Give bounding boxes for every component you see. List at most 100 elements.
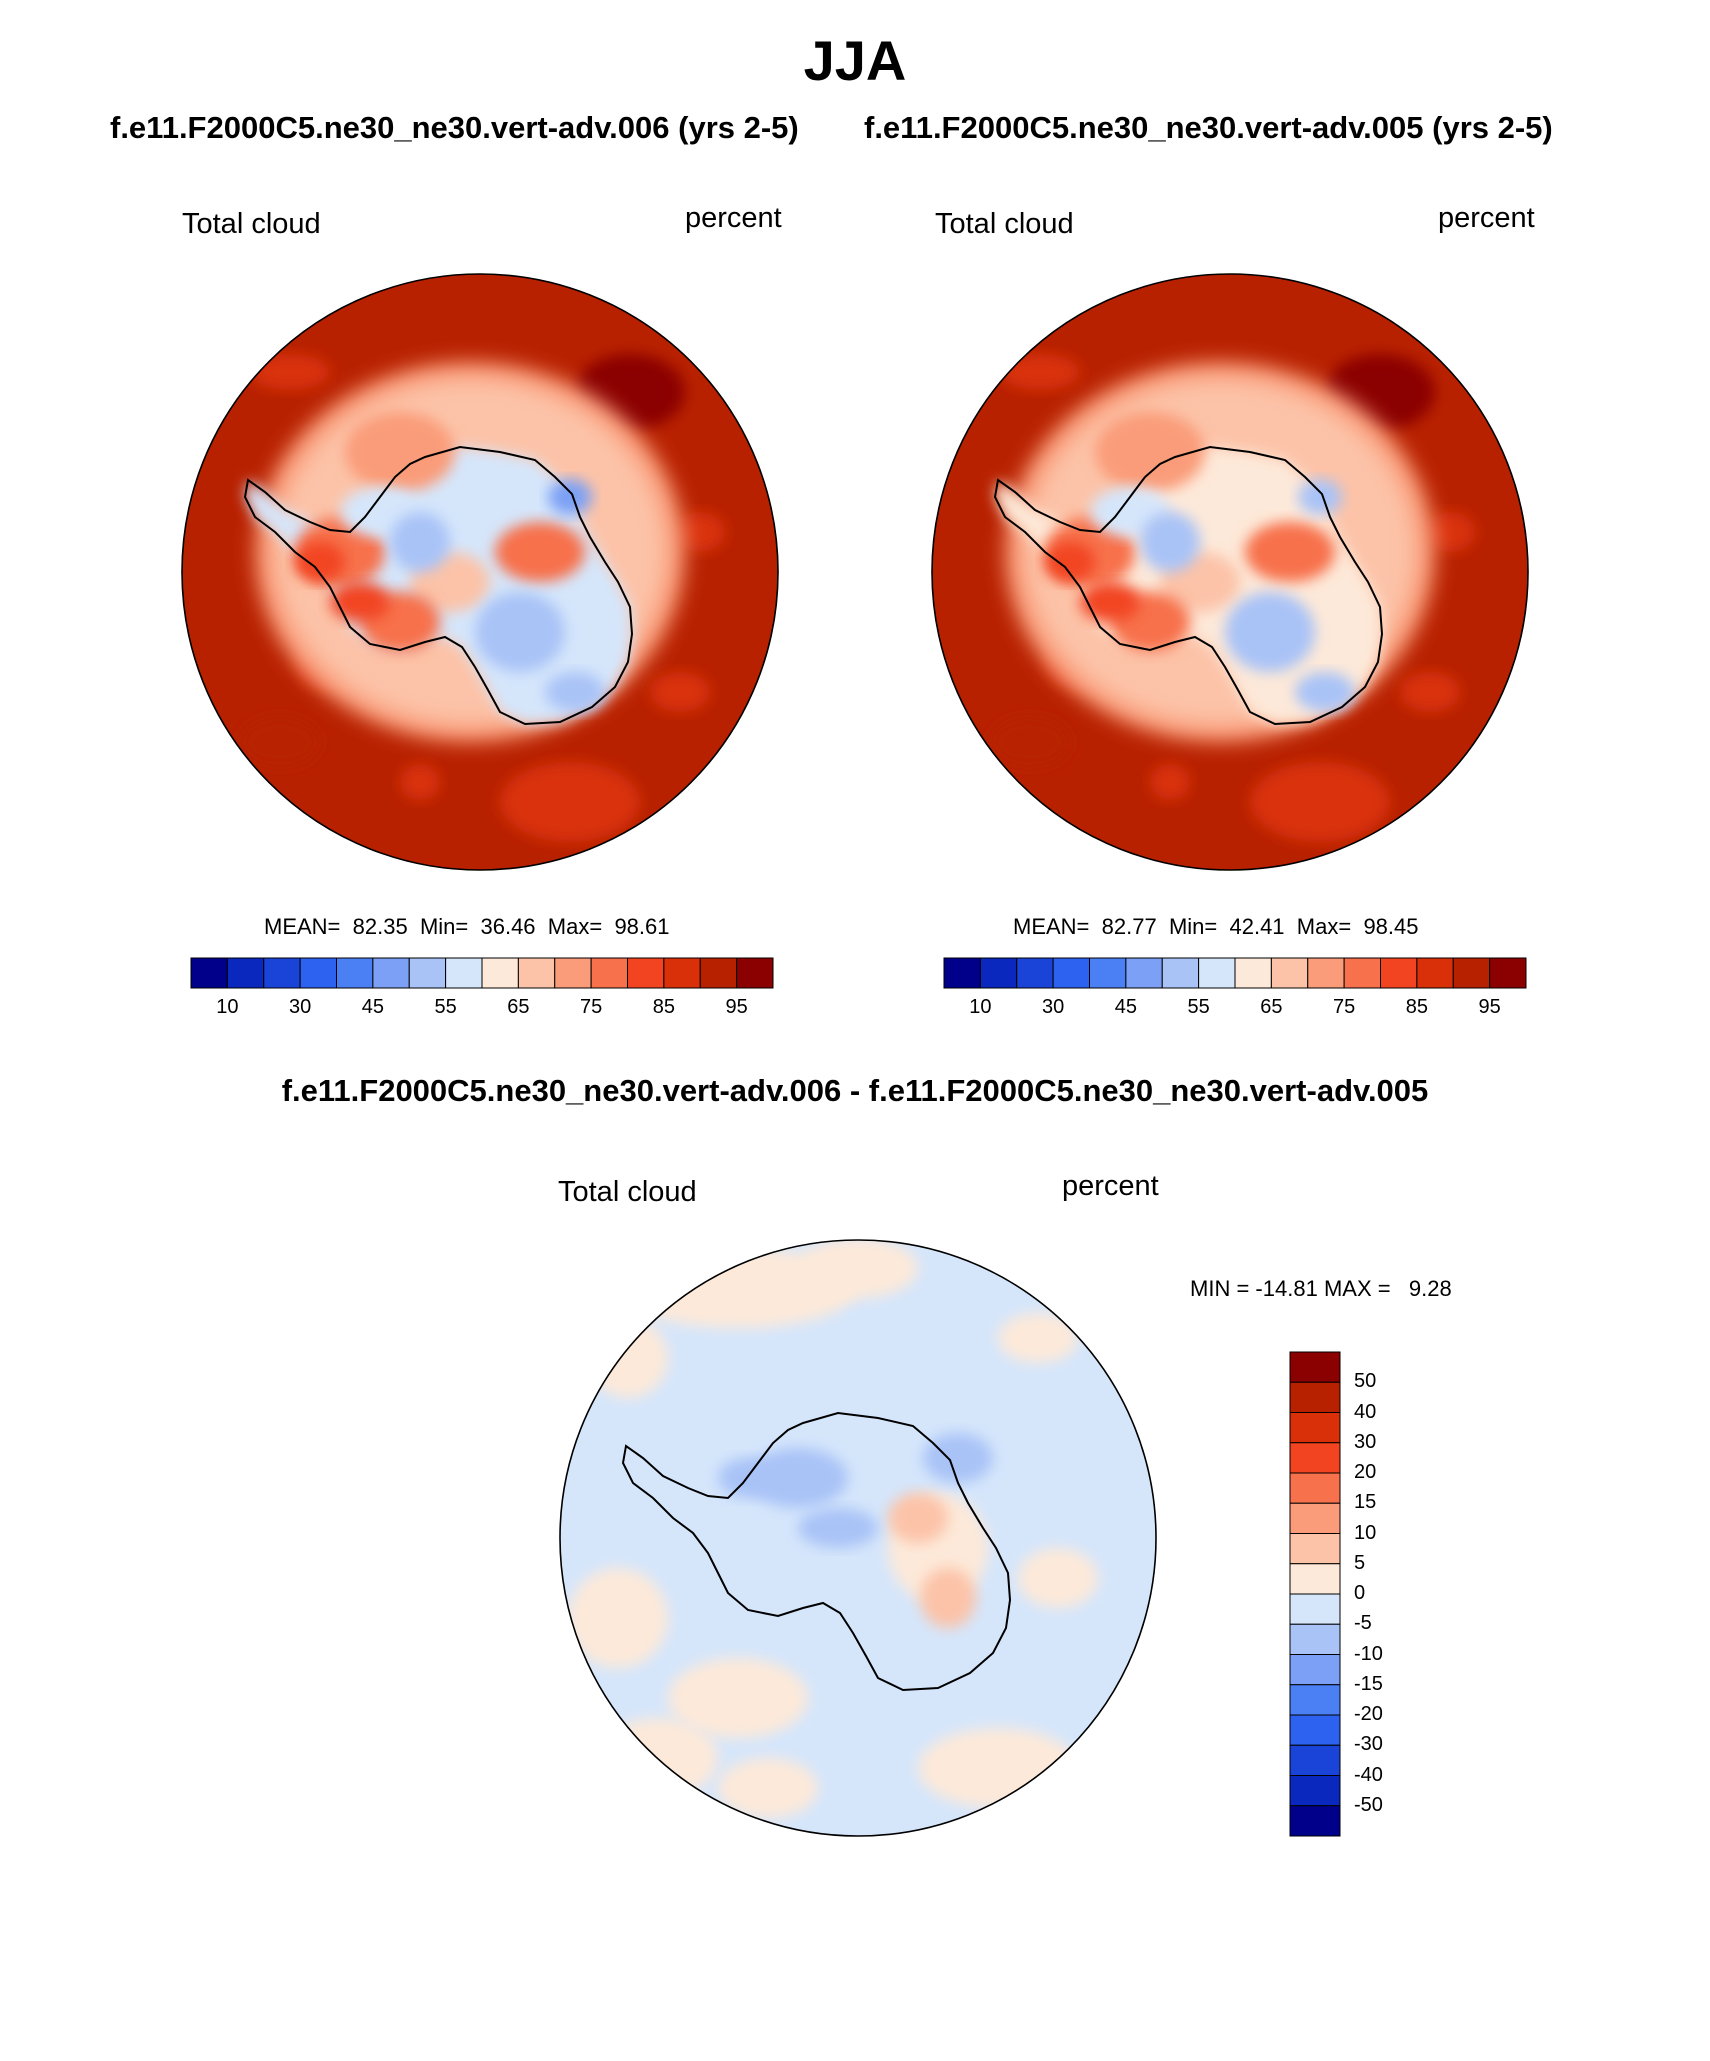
colorbar1-swatch-4 bbox=[336, 957, 374, 989]
difference-anomaly-pos-5 bbox=[668, 1658, 808, 1738]
colorbar2-swatch-0 bbox=[943, 957, 981, 989]
ocean-anomaly-2 bbox=[675, 512, 725, 552]
coastline bbox=[993, 445, 1384, 726]
panel1-min-value: 36.46 bbox=[480, 914, 536, 939]
colorbar2-swatch-11 bbox=[1343, 957, 1381, 989]
colorbar3-swatch-9 bbox=[1289, 1623, 1341, 1655]
colorbar3-tick-label: 15 bbox=[1354, 1491, 1377, 1514]
panel3-min-label: MIN = bbox=[1190, 1276, 1250, 1301]
panel1-variable-label: Total cloud bbox=[182, 208, 321, 240]
colorbar3-swatch-8 bbox=[1289, 1593, 1341, 1625]
colorbar1-swatch-15 bbox=[736, 957, 774, 989]
difference-anomaly-pos-3 bbox=[588, 1318, 668, 1398]
colorbar3-swatch-5 bbox=[1289, 1502, 1341, 1534]
panel3-min-value: -14.81 bbox=[1255, 1276, 1318, 1301]
panel3-variable-label: Total cloud bbox=[558, 1176, 697, 1208]
colorbar2-tick-label: 30 bbox=[1042, 996, 1065, 1018]
colorbar1-swatch-3 bbox=[299, 957, 337, 989]
panel3-stats: MIN = -14.81 MAX = 9.28 bbox=[1190, 1276, 1452, 1302]
colorbar1-swatch-6 bbox=[408, 957, 447, 989]
colorbar3-tick-label: -30 bbox=[1354, 1733, 1383, 1756]
continent-feature-0 bbox=[1095, 412, 1205, 492]
panel1-mean-label: MEAN= bbox=[264, 914, 341, 939]
colorbar3-tick-label: -10 bbox=[1354, 1642, 1383, 1665]
continent-feature-8 bbox=[548, 479, 592, 515]
panel1-min-label: Min= bbox=[419, 914, 469, 939]
colorbar2-swatch-12 bbox=[1380, 957, 1418, 989]
colorbar3-tick-label: -5 bbox=[1354, 1612, 1372, 1635]
continent-feature-11 bbox=[1140, 512, 1200, 572]
coastline bbox=[243, 445, 634, 726]
ocean-anomaly-4 bbox=[1250, 762, 1390, 842]
colorbar2-tick-label: 85 bbox=[1405, 996, 1428, 1018]
colorbar2-swatch-1 bbox=[979, 957, 1018, 989]
continent-feature-0 bbox=[345, 412, 455, 492]
map-panel-1 bbox=[181, 273, 779, 871]
case-title-left: f.e11.F2000C5.ne30_ne30.vert-adv.006 (yr… bbox=[110, 110, 799, 145]
colorbar1-swatch-8 bbox=[481, 957, 519, 989]
colorbar3-swatch-11 bbox=[1289, 1684, 1341, 1716]
colorbar3-swatch-1 bbox=[1289, 1381, 1341, 1413]
ocean-anomaly-4 bbox=[500, 762, 640, 842]
difference-anomaly-pos-1 bbox=[798, 1240, 918, 1298]
colorbar3-swatch-13 bbox=[1289, 1744, 1341, 1776]
colorbar3-tick-label: -50 bbox=[1354, 1793, 1383, 1816]
map-panel-3-difference bbox=[559, 1239, 1157, 1837]
panel2-variable-label: Total cloud bbox=[935, 208, 1074, 240]
colorbar2-tick-label: 10 bbox=[969, 996, 992, 1018]
colorbar2-tick-label: 55 bbox=[1187, 996, 1210, 1018]
colorbar1-swatch-13 bbox=[663, 957, 701, 989]
colorbar1-tick-label: 85 bbox=[652, 996, 675, 1018]
ocean-anomaly-2 bbox=[1425, 512, 1475, 552]
panel2-mean-label: MEAN= bbox=[1013, 914, 1090, 939]
colorbar3-tick-label: 50 bbox=[1354, 1370, 1377, 1393]
difference-anomaly-neg-0 bbox=[748, 1448, 848, 1508]
panel3-max-value: 9.28 bbox=[1408, 1276, 1452, 1301]
continent-feature-7 bbox=[475, 592, 565, 672]
colorbar2-swatch-9 bbox=[1270, 957, 1309, 989]
map-boundary bbox=[181, 273, 779, 871]
colorbar1-swatch-1 bbox=[226, 957, 265, 989]
colorbar3-tick-label: 5 bbox=[1354, 1551, 1366, 1574]
colorbar2-swatch-3 bbox=[1052, 957, 1090, 989]
colorbar1-swatch-5 bbox=[372, 957, 410, 989]
colorbars bbox=[190, 957, 1527, 1837]
diff-title: f.e11.F2000C5.ne30_ne30.vert-adv.006 - f… bbox=[281, 1073, 1429, 1108]
ocean-anomaly-5 bbox=[990, 717, 1070, 767]
ocean-anomaly-6 bbox=[650, 672, 710, 712]
colorbar1-tick-label: 10 bbox=[216, 996, 239, 1018]
case-title-right: f.e11.F2000C5.ne30_ne30.vert-adv.005 (yr… bbox=[864, 110, 1553, 145]
colorbar2-swatch-2 bbox=[1016, 957, 1054, 989]
panel1-units-label: percent bbox=[685, 202, 782, 234]
colorbar3-swatch-12 bbox=[1289, 1714, 1341, 1746]
continent-feature-10 bbox=[1080, 582, 1140, 622]
continent-feature-4 bbox=[1245, 522, 1335, 582]
colorbar2-swatch-4 bbox=[1089, 957, 1127, 989]
continent-feature-9 bbox=[1295, 672, 1355, 712]
difference-anomaly-pos-11 bbox=[888, 1493, 948, 1543]
panel2-min-value: 42.41 bbox=[1229, 914, 1285, 939]
colorbar2-tick-label: 45 bbox=[1114, 996, 1137, 1018]
colorbar1-tick-label: 30 bbox=[289, 996, 312, 1018]
panel3-max-label: MAX = bbox=[1323, 1276, 1391, 1301]
colorbar3-tick-label: -20 bbox=[1354, 1703, 1383, 1725]
colorbar1-swatch-9 bbox=[517, 957, 556, 989]
panel2-max-value: 98.45 bbox=[1363, 914, 1419, 939]
colorbar2-swatch-8 bbox=[1234, 957, 1272, 989]
ocean-anomaly-6 bbox=[1400, 672, 1460, 712]
difference-anomaly-pos-2 bbox=[998, 1313, 1078, 1363]
continent-feature-10 bbox=[330, 582, 390, 622]
colorbar2-swatch-6 bbox=[1161, 957, 1200, 989]
colorbar1-tick-label: 95 bbox=[725, 996, 748, 1018]
continent-feature-7 bbox=[1225, 592, 1315, 672]
colorbar3-swatch-15 bbox=[1289, 1805, 1341, 1837]
difference-anomaly-pos-9 bbox=[718, 1758, 818, 1818]
colorbar1-swatch-12 bbox=[627, 957, 665, 989]
colorbar1-tick-label: 65 bbox=[507, 996, 530, 1018]
ocean-anomaly-1 bbox=[250, 354, 330, 390]
colorbar3-swatch-3 bbox=[1289, 1442, 1341, 1474]
ocean-anomaly-7 bbox=[400, 764, 440, 800]
difference-anomaly-pos-4 bbox=[568, 1568, 668, 1668]
map-panel-2 bbox=[931, 273, 1529, 871]
colorbar3-tick-label: -15 bbox=[1354, 1672, 1383, 1695]
